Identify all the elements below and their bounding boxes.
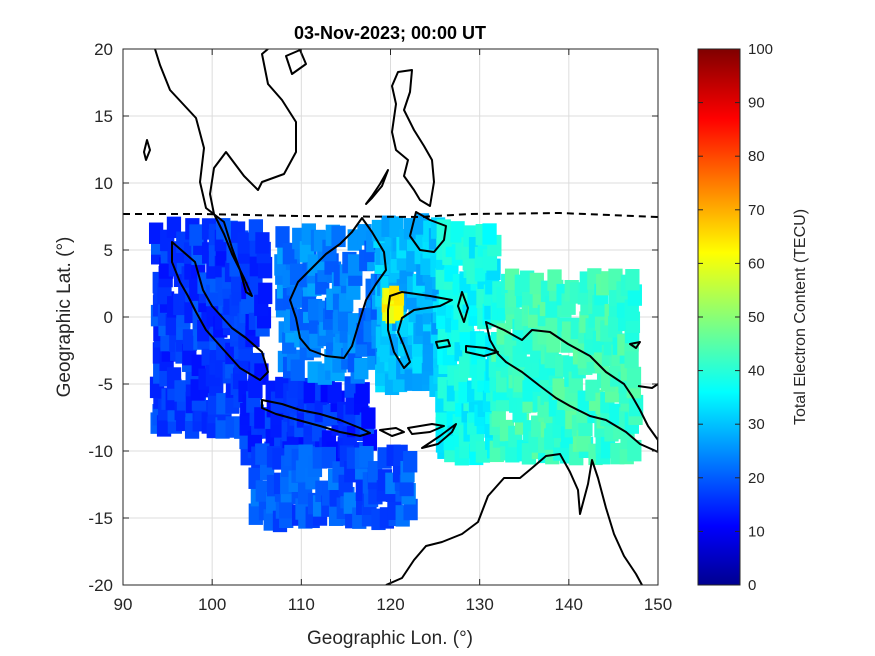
tec-cell <box>552 378 567 400</box>
tec-cell <box>624 346 639 369</box>
tec-cell <box>361 407 376 429</box>
coast-java <box>261 399 371 437</box>
tec-cell <box>148 222 164 244</box>
tec-cell <box>625 269 640 291</box>
colorbar-tick-label: 100 <box>748 41 773 58</box>
tec-cell <box>383 289 394 304</box>
tec-cell <box>255 232 270 254</box>
y-tick-label: -5 <box>98 375 113 394</box>
x-tick-label: 100 <box>198 595 226 614</box>
tec-cell <box>394 290 405 306</box>
coast-sulawesi <box>387 291 453 369</box>
tec-cell <box>435 407 450 429</box>
x-tick-label: 110 <box>288 595 315 614</box>
colorbar-tick-label: 40 <box>748 363 765 380</box>
coast-andaman <box>143 139 151 161</box>
coast-new-britain <box>629 341 641 349</box>
coast-lesser-sunda-2 <box>407 423 445 435</box>
tec-cell <box>303 381 318 404</box>
tec-cell <box>275 226 290 248</box>
coast-mindanao <box>409 211 447 253</box>
tec-cell <box>255 443 270 465</box>
y-tick-label: 15 <box>94 107 113 126</box>
tec-cell <box>403 450 418 473</box>
tec-cell <box>482 223 497 245</box>
tec-cell <box>248 376 263 398</box>
coast-palawan <box>365 169 389 205</box>
y-tick-label: 0 <box>104 308 113 327</box>
coast-sumatra <box>171 241 269 381</box>
colorbar-tick-label: 70 <box>748 202 765 219</box>
x-tick-labels: 90 100 110 120 130 140 150 <box>114 595 673 614</box>
tec-cell <box>355 382 370 404</box>
coast-new-guinea <box>485 321 658 453</box>
x-tick-label: 140 <box>555 595 583 614</box>
tec-cell <box>389 285 400 301</box>
tec-cell <box>354 357 369 380</box>
y-tick-label: 20 <box>94 40 113 59</box>
tec-cell <box>174 380 189 402</box>
colorbar-tick-label: 30 <box>748 416 765 433</box>
axis-ticks <box>122 48 659 586</box>
tec-cell <box>258 282 273 305</box>
colorbar-tick-label: 50 <box>748 309 765 326</box>
magnetic-equator-line <box>123 211 658 219</box>
coast-mainland <box>154 49 297 297</box>
coast-seram <box>465 345 499 357</box>
y-tick-label: -10 <box>88 442 113 461</box>
y-tick-labels: 20 15 10 5 0 -5 -10 -15 -20 <box>88 40 113 595</box>
coast-halmahera <box>457 291 469 323</box>
x-tick-label: 120 <box>376 595 404 614</box>
chart-title: 03-Nov-2023; 00:00 UT <box>294 23 486 43</box>
tec-cell <box>396 315 411 338</box>
colorbar-label: Total Electron Content (TECU) <box>792 209 809 425</box>
tec-cell <box>393 305 404 321</box>
colorbar-tick-label: 20 <box>748 470 765 487</box>
coast-timor <box>421 423 457 449</box>
coast-new-ireland <box>637 383 658 389</box>
coast-australia <box>385 453 643 585</box>
coast-philippines <box>391 69 435 207</box>
tec-cell <box>627 439 642 462</box>
tec-cells <box>148 213 644 533</box>
colorbar-tick-label: 80 <box>748 148 765 165</box>
coast-borneo <box>289 217 387 359</box>
colorbar-tick-label: 90 <box>748 95 765 112</box>
colorbar-tick-label: 10 <box>748 523 765 540</box>
x-axis-label: Geographic Lon. (°) <box>307 628 473 649</box>
coast-buru <box>435 339 451 349</box>
tec-cell <box>290 359 305 381</box>
tec-cell <box>327 382 342 404</box>
tec-cell <box>545 296 560 318</box>
tec-cell <box>458 356 474 378</box>
y-axis-label: Geographic Lat. (°) <box>54 237 75 398</box>
coast-hainan <box>285 49 307 75</box>
y-tick-label: -20 <box>88 576 113 595</box>
coastlines <box>143 49 658 585</box>
tec-cell <box>381 297 392 313</box>
tec-cell <box>347 254 363 276</box>
tec-cell <box>237 232 252 254</box>
y-tick-label: -15 <box>88 509 113 528</box>
colorbar-tick-label: 60 <box>748 255 765 272</box>
x-tick-label: 130 <box>465 595 493 614</box>
colorbar-tick-label: 0 <box>748 577 756 594</box>
x-tick-label: 90 <box>114 595 133 614</box>
tec-cell <box>189 224 204 246</box>
coast-lesser-sunda-1 <box>379 427 405 437</box>
x-tick-label: 150 <box>644 595 672 614</box>
tec-cell <box>450 221 465 243</box>
colorbar <box>697 48 741 586</box>
y-tick-label: 5 <box>104 241 113 260</box>
tec-cell <box>529 272 544 295</box>
tec-cell <box>626 366 642 389</box>
y-tick-label: 10 <box>94 174 113 193</box>
